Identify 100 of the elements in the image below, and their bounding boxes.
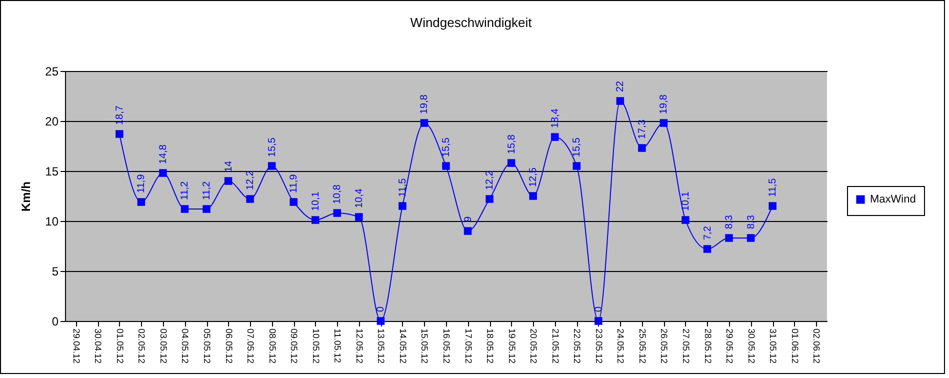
data-label: 7,2: [702, 226, 714, 240]
point: [290, 198, 298, 206]
data-label: 19,8: [658, 94, 670, 114]
data-label: 11,2: [180, 180, 191, 200]
x-tick-label: 17.05.12: [463, 328, 474, 364]
x-tick-label: 23.05.12: [594, 328, 604, 364]
x-tick-label: 08.05.12: [267, 328, 278, 364]
x-tick-label: 30.05.12: [746, 328, 756, 364]
data-label: 9: [462, 216, 474, 222]
y-tick-label: 5: [52, 264, 59, 278]
chart-title: Windgeschwindigkeit: [410, 15, 532, 30]
data-label: 11,5: [768, 178, 779, 197]
data-label: 15,8: [506, 134, 518, 154]
x-tick-label: 29.04.12: [71, 328, 82, 364]
y-tick-label: 15: [45, 164, 59, 178]
data-label: 10,8: [332, 184, 344, 204]
data-label: 12,2: [245, 170, 256, 190]
legend-label: MaxWind: [870, 194, 916, 206]
x-tick-label: 12.05.12: [354, 328, 364, 364]
data-label: 11,9: [288, 174, 300, 193]
data-label: 15,5: [266, 137, 278, 157]
data-label: 8,3: [746, 214, 757, 229]
x-tick-label: 15.05.12: [420, 328, 430, 364]
y-tick-label: 20: [45, 114, 59, 128]
x-tick-label: 09.05.12: [289, 328, 300, 364]
x-tick-label: 21.05.12: [550, 328, 560, 364]
point: [529, 192, 537, 200]
x-tick-label: 07.05.12: [246, 328, 256, 364]
data-label: 10,1: [310, 191, 322, 211]
point: [682, 216, 690, 224]
x-tick-label: 02.05.12: [136, 328, 147, 364]
point: [486, 195, 494, 203]
point: [746, 234, 755, 242]
point: [550, 133, 559, 141]
x-tick-label: 20.05.12: [528, 328, 539, 364]
x-tick-label: 26.05.12: [659, 328, 670, 364]
data-label: 15,5: [572, 137, 583, 157]
y-tick-label: 0: [52, 314, 59, 328]
x-tick-label: 29.05.12: [724, 328, 735, 364]
point: [333, 209, 342, 217]
point: [202, 205, 210, 213]
point: [376, 317, 385, 325]
point: [268, 162, 276, 170]
data-label: 0: [376, 306, 387, 312]
x-tick-label: 02.06.12: [812, 328, 822, 364]
y-tick-label: 25: [45, 64, 59, 78]
x-tick-label: 30.04.12: [93, 328, 104, 364]
x-tick-label: 28.05.12: [702, 328, 713, 364]
point: [159, 169, 167, 177]
point: [703, 245, 712, 253]
x-tick-label: 03.05.12: [158, 328, 168, 364]
data-label: 10,1: [680, 191, 692, 211]
x-tick-label: 18.05.12: [485, 328, 496, 364]
point: [768, 202, 776, 210]
point: [507, 159, 516, 167]
data-label: 18,4: [550, 108, 561, 128]
data-label: 8,3: [724, 214, 736, 229]
point: [464, 227, 472, 235]
point: [312, 216, 320, 224]
x-tick-label: 10.05.12: [310, 328, 321, 364]
data-label: 10,4: [354, 188, 365, 208]
x-tick-label: 27.05.12: [680, 328, 691, 364]
x-tick-label: 22.05.12: [572, 328, 582, 364]
point: [638, 144, 646, 152]
data-label: 22: [615, 80, 626, 92]
data-label: 17,3: [636, 119, 648, 139]
x-tick-label: 04.05.12: [180, 328, 190, 364]
y-tick-label: 10: [45, 214, 59, 228]
point: [116, 130, 124, 138]
x-tick-label: 01.06.12: [790, 328, 800, 364]
point: [420, 119, 428, 127]
data-label: 15,5: [441, 137, 452, 157]
x-tick-label: 11.05.12: [332, 328, 343, 363]
data-label: 14: [223, 160, 234, 172]
point: [725, 234, 733, 242]
data-label: 12,2: [484, 170, 496, 190]
point: [616, 97, 624, 105]
data-label: 18,7: [114, 105, 126, 125]
point: [246, 195, 254, 203]
y-axis-title: Km/h: [19, 182, 34, 212]
data-label: 14,8: [158, 144, 169, 164]
x-tick-label: 19.05.12: [506, 328, 517, 364]
x-tick-label: 24.05.12: [616, 328, 626, 364]
x-tick-label: 25.05.12: [637, 328, 648, 364]
point: [180, 205, 189, 213]
x-tick-label: 14.05.12: [398, 328, 408, 364]
x-tick-label: 06.05.12: [224, 328, 234, 364]
x-tick-label: 01.05.12: [114, 328, 125, 364]
point: [442, 162, 450, 170]
x-tick-label: 16.05.12: [442, 328, 452, 364]
point: [137, 198, 146, 206]
point: [660, 119, 668, 127]
data-label: 11,9: [136, 174, 148, 193]
point: [224, 177, 232, 185]
data-label: 11,2: [202, 180, 213, 200]
point: [398, 202, 406, 210]
data-label: 12,5: [528, 167, 540, 187]
x-tick-label: 05.05.12: [202, 328, 212, 364]
point: [355, 213, 363, 221]
point: [572, 162, 580, 170]
